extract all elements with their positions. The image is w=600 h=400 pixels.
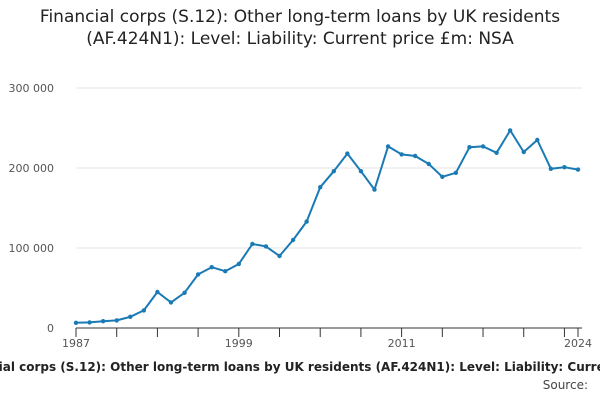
data-point (412, 153, 418, 159)
y-tick-label: 200 000 (9, 162, 55, 175)
data-point (304, 219, 309, 224)
data-point (440, 174, 445, 179)
data-point (114, 318, 119, 323)
data-point (480, 144, 486, 149)
data-point (535, 137, 540, 143)
x-tick-label: 2024 (564, 337, 592, 350)
data-point (128, 314, 133, 319)
data-point (562, 165, 567, 170)
data-point (277, 253, 282, 259)
data-point (331, 169, 336, 174)
chart-title: Financial corps (S.12): Other long-term … (39, 7, 561, 49)
x-axis: 1987 1999 2011 2024 (62, 327, 592, 350)
data-point (73, 320, 79, 325)
data-point (467, 145, 472, 150)
data-point (385, 144, 391, 149)
data-point (399, 152, 404, 157)
x-tick-label: 1999 (225, 337, 253, 350)
data-point (195, 272, 201, 277)
data-point (168, 300, 174, 305)
series-layer (73, 128, 581, 325)
data-point (345, 151, 350, 156)
y-tick-label: 300 000 (9, 82, 55, 95)
data-point (87, 320, 92, 325)
y-tick-label: 100 000 (9, 242, 55, 255)
y-axis: 0 100 000 200 000 300 000 (9, 82, 55, 335)
series-line (75, 129, 579, 324)
data-point (548, 166, 554, 171)
data-point (182, 290, 187, 295)
gridlines (76, 87, 582, 249)
data-point (358, 169, 364, 174)
y-tick-label: 0 (47, 322, 54, 335)
data-point (155, 289, 160, 295)
data-point (290, 237, 296, 243)
data-point (521, 149, 526, 155)
data-point (575, 167, 581, 172)
data-point (141, 308, 147, 313)
data-point (100, 319, 106, 324)
chart-caption: Financial corps (S.12): Other long-term … (0, 360, 600, 374)
data-point (426, 161, 431, 167)
data-point (250, 241, 255, 247)
x-tick-label: 2011 (388, 337, 416, 350)
data-point (318, 185, 323, 190)
source-label: Source: (542, 378, 588, 392)
data-point (372, 187, 377, 192)
x-tick-label: 1987 (62, 337, 90, 350)
data-point (507, 128, 513, 133)
data-point (223, 269, 228, 274)
data-point (209, 265, 214, 270)
data-point (263, 244, 269, 249)
data-point (494, 150, 499, 155)
data-point (453, 170, 459, 175)
data-point (236, 261, 242, 267)
